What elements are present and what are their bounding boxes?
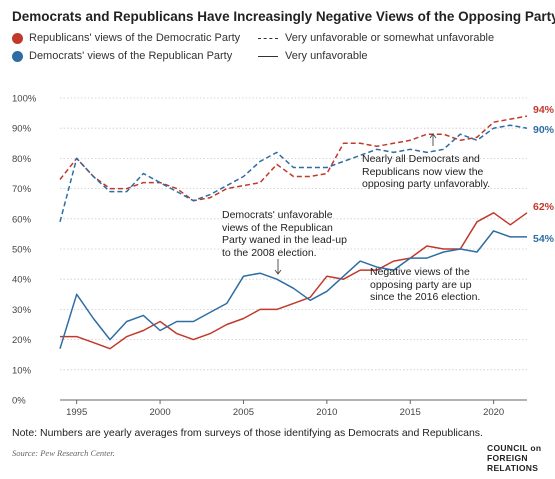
legend-rep-dot: [12, 32, 23, 44]
y-tick-label: 40%: [12, 275, 32, 286]
series-lines: [59, 115, 528, 350]
x-tick-label: 2005: [233, 407, 254, 418]
y-tick-label: 90%: [12, 124, 32, 135]
annotation-line: opposing party unfavorably.: [362, 178, 491, 190]
legend-solid-label: Very unfavorable: [285, 50, 368, 62]
y-axis-ticks: 0% 10% 20% 30% 40% 50% 60% 70% 80% 90% 100%: [12, 94, 37, 407]
annotation-line: Party waned in the lead-up: [222, 234, 347, 246]
legend-solid-line: [258, 55, 278, 57]
legend-item-dashed: Very unfavorable or somewhat unfavorable: [258, 32, 494, 44]
legend-item-solid: Very unfavorable: [258, 50, 368, 62]
logo-line: COUNCIL on: [487, 443, 542, 453]
x-tick-label: 2010: [316, 407, 337, 418]
end-labels: 94% 90% 62% 54%: [533, 104, 555, 245]
rep-solid-line: [60, 212, 528, 350]
annotation-line: Negative views of the: [370, 266, 470, 278]
y-tick-label: 60%: [12, 214, 32, 225]
y-tick-label: 20%: [12, 335, 32, 346]
arrow-2008-election-head: [274, 269, 282, 275]
legend-rep-label: Republicans' views of the Democratic Par…: [29, 32, 241, 44]
y-tick-label: 0%: [12, 396, 26, 407]
cfr-logo: COUNCIL on FOREIGN RELATIONS: [487, 443, 541, 473]
end-label-rep-dashed: 94%: [533, 104, 555, 116]
x-tick-label: 2020: [483, 407, 504, 418]
legend-dashed-line: [258, 37, 278, 39]
annotation-line: Democrats' unfavorable: [222, 209, 333, 221]
legend-dem-dot: [12, 50, 23, 62]
y-tick-label: 10%: [12, 365, 32, 376]
annotation-line: since the 2016 election.: [370, 291, 481, 303]
chart-note: Note: Numbers are yearly averages from s…: [12, 427, 483, 439]
end-label-dem-dashed: 90%: [533, 124, 555, 136]
x-tick-label: 1995: [66, 407, 87, 418]
dem-solid-line: [59, 230, 527, 349]
y-tick-label: 30%: [12, 305, 32, 316]
x-tick-label: 2000: [150, 407, 171, 418]
end-label-dem-solid: 54%: [533, 233, 555, 245]
y-tick-label: 70%: [12, 184, 32, 195]
annotation-arrows: [274, 133, 437, 275]
x-axis-ticks: 1995 2000 2005 2010 2015 2020: [66, 400, 504, 418]
annotation-line: views of the Republican: [222, 221, 333, 234]
annotation-2008-election: Democrats' unfavorable views of the Repu…: [222, 209, 347, 259]
chart-source: Source: Pew Research Center.: [12, 448, 115, 458]
y-tick-label: 100%: [12, 94, 37, 105]
annotation-line: opposing party are up: [370, 278, 472, 291]
logo-line: RELATIONS: [487, 463, 539, 473]
annotation-line: to the 2008 election.: [222, 246, 317, 259]
arrow-all-unfavorable-head: [429, 133, 437, 139]
legend-dem-label: Democrats' views of the Republican Party: [29, 50, 233, 62]
annotation-line: Nearly all Democrats and: [362, 153, 480, 165]
legend-dashed-label: Very unfavorable or somewhat unfavorable: [285, 32, 495, 44]
legend-item-rep: Republicans' views of the Democratic Par…: [12, 32, 240, 44]
annotation-all-unfavorable: Nearly all Democrats and Republicans now…: [362, 153, 490, 191]
x-tick-label: 2015: [400, 407, 421, 418]
logo-line: FOREIGN: [487, 453, 528, 463]
annotation-line: Republicans now view the: [362, 165, 484, 178]
y-tick-label: 80%: [12, 154, 32, 165]
end-label-rep-solid: 62%: [533, 201, 555, 213]
y-tick-label: 50%: [12, 245, 32, 256]
chart-title: Democrats and Republicans Have Increasin…: [12, 9, 555, 24]
legend-item-dem: Democrats' views of the Republican Party: [12, 50, 232, 62]
annotation-2016-election: Negative views of the opposing party are…: [370, 266, 480, 304]
rep-dashed-line: [59, 115, 528, 202]
dem-dashed-line: [59, 124, 528, 222]
